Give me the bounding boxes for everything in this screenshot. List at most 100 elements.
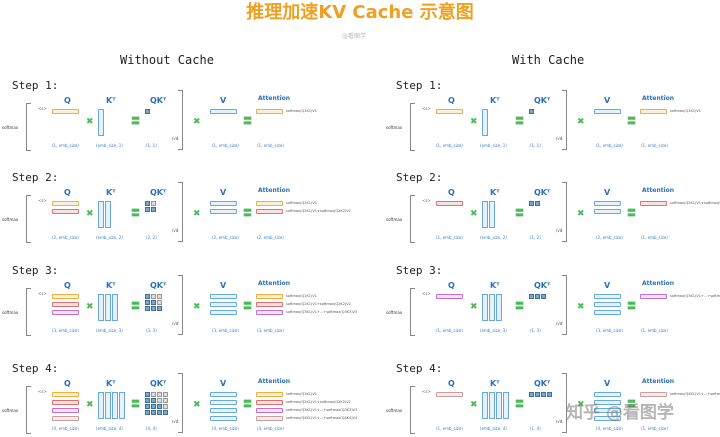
- dimension-label: (2, emb_size): [596, 235, 623, 240]
- dimension-label: (1, emb_size): [212, 143, 239, 148]
- qkt-cell: [535, 392, 540, 397]
- start-token: <s>: [422, 198, 431, 203]
- q-label: Q: [448, 281, 455, 290]
- dimension-label: (1, emb_size): [641, 235, 668, 240]
- v-row: [210, 408, 237, 413]
- v-row: [594, 294, 621, 299]
- dimension-label: (1, emb_size): [52, 143, 79, 148]
- qkt-cell: [145, 392, 150, 397]
- v-row: [594, 302, 621, 307]
- dimension-label: (1, 1): [530, 143, 541, 148]
- start-token: <s>: [38, 291, 47, 296]
- v-row: [210, 294, 237, 299]
- dimension-label: (3, emb_size): [596, 328, 623, 333]
- equals-sign: 〓: [627, 209, 637, 219]
- qkt-cell: [157, 410, 162, 415]
- v-row: [210, 392, 237, 397]
- qkt-label: QKᵀ: [534, 96, 551, 105]
- dimension-label: (3, 3): [146, 328, 157, 333]
- dimension-label: (1, 1): [146, 143, 157, 148]
- attention-row: [640, 109, 667, 114]
- q-row: [52, 392, 79, 397]
- scale-label: /√d: [556, 419, 563, 424]
- v-row: [594, 392, 621, 397]
- q-row: [436, 392, 463, 397]
- qkt-cell: [529, 201, 534, 206]
- q-label: Q: [64, 96, 71, 105]
- qkt-cell: [145, 306, 150, 311]
- equals-sign: 〓: [515, 117, 525, 127]
- dimension-label: (4, 4): [146, 426, 157, 431]
- multiply-sign: ✖: [470, 209, 478, 219]
- equals-sign: 〓: [131, 302, 141, 312]
- equals-sign: 〓: [131, 117, 141, 127]
- start-token: <s>: [422, 291, 431, 296]
- equals-sign: 〓: [243, 400, 253, 410]
- kt-column: [98, 109, 104, 136]
- attention-formula: softmax(Q4K1)V1+...+softmax(Q4K4)V4: [286, 416, 358, 420]
- attention-row: [640, 294, 667, 299]
- multiply-sign: ✖: [577, 400, 585, 410]
- q-row: [436, 201, 463, 206]
- scale-label: /√d: [172, 136, 179, 141]
- kt-column: [98, 201, 104, 228]
- kt-label: Kᵀ: [490, 281, 500, 290]
- q-row: [52, 302, 79, 307]
- dimension-label: (1, 3): [530, 328, 541, 333]
- v-row: [594, 400, 621, 405]
- softmax-bracket-right: [562, 373, 567, 433]
- attention-row: [256, 294, 283, 299]
- qkt-cell: [529, 392, 534, 397]
- qkt-cell: [163, 410, 168, 415]
- softmax-label: softmax: [386, 310, 403, 315]
- softmax-bracket-right: [562, 275, 567, 335]
- kt-column: [489, 294, 495, 321]
- attention-formula: softmax(Q3K1)V1+...+softmax(Q3K3)V3: [286, 408, 358, 412]
- attention-row: [256, 400, 283, 405]
- v-row: [210, 310, 237, 315]
- scale-label: /√d: [556, 228, 563, 233]
- qkt-cell: [529, 109, 534, 114]
- attention-label: Attention: [258, 187, 291, 194]
- q-row: [52, 294, 79, 299]
- qkt-label: QKᵀ: [150, 188, 167, 197]
- qkt-cell: [157, 294, 162, 299]
- equals-sign: 〓: [243, 209, 253, 219]
- v-label: V: [220, 379, 227, 388]
- softmax-bracket: [410, 195, 415, 243]
- equals-sign: 〓: [515, 209, 525, 219]
- qkt-cell: [535, 294, 540, 299]
- kt-column: [489, 201, 495, 228]
- q-row: [52, 400, 79, 405]
- attention-formula: softmax(Q2K1)V1+softmax(Q2K2)V2: [286, 209, 351, 213]
- qkt-label: QKᵀ: [534, 281, 551, 290]
- qkt-cell: [547, 392, 552, 397]
- scale-label: /√d: [172, 321, 179, 326]
- scale-label: /√d: [172, 419, 179, 424]
- dimension-label: (3, emb_size): [52, 328, 79, 333]
- q-label: Q: [448, 379, 455, 388]
- qkt-cell: [529, 294, 534, 299]
- attention-formula: softmax(Q1K1)V1: [286, 294, 317, 298]
- attention-row: [256, 310, 283, 315]
- multiply-sign: ✖: [577, 117, 585, 127]
- v-label: V: [220, 188, 227, 197]
- qkt-cell: [163, 392, 168, 397]
- dimension-label: (emb_size, 3): [96, 328, 123, 333]
- attention-label: Attention: [258, 280, 291, 287]
- multiply-sign: ✖: [86, 209, 94, 219]
- q-row: [436, 109, 463, 114]
- attention-row: [640, 392, 667, 397]
- v-row: [210, 416, 237, 421]
- q-label: Q: [64, 188, 71, 197]
- softmax-bracket-right: [562, 90, 567, 150]
- multiply-sign: ✖: [193, 117, 201, 127]
- equals-sign: 〓: [515, 302, 525, 312]
- kt-column: [105, 294, 111, 321]
- qkt-cell: [145, 398, 150, 403]
- v-row: [210, 302, 237, 307]
- step-label: Step 2:: [12, 171, 59, 184]
- qkt-cell: [535, 201, 540, 206]
- v-row: [594, 201, 621, 206]
- attention-formula: softmax(Q1K1)V1: [286, 109, 317, 113]
